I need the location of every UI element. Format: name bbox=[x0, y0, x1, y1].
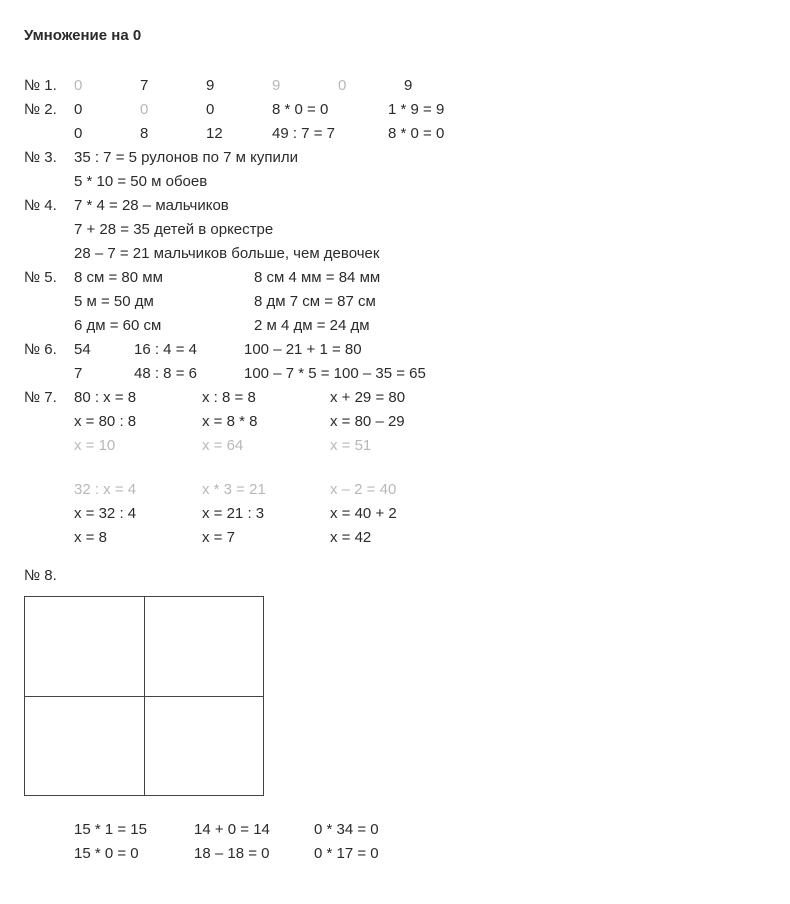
cell: x = 8 bbox=[74, 526, 202, 550]
cell: 2 м 4 дм = 24 дм bbox=[254, 314, 474, 338]
cell: x = 80 : 8 bbox=[74, 410, 202, 434]
item-2-row2: 081249 : 7 = 78 * 0 = 0 bbox=[74, 122, 504, 146]
cell: 7 bbox=[74, 362, 134, 386]
item-7-row: № 7.80 : x = 8x : 8 = 8x + 29 = 80 bbox=[24, 386, 766, 410]
cell: 9 bbox=[206, 74, 272, 98]
item-2-row1: 0008 * 0 = 01 * 9 = 9 bbox=[74, 98, 504, 122]
item-3-label: № 3. bbox=[24, 146, 74, 170]
square-horizontal-line bbox=[25, 696, 263, 697]
item-4-label: № 4. bbox=[24, 194, 74, 218]
item-7-label: № 7. bbox=[24, 386, 74, 410]
item-5-label: № 5. bbox=[24, 266, 74, 290]
item-1-cells: 079909 bbox=[74, 74, 470, 98]
item-6-row: 748 : 8 = 6100 – 7 * 5 = 100 – 35 = 65 bbox=[24, 362, 766, 386]
cell: 8 см 4 мм = 84 мм bbox=[254, 266, 474, 290]
cell: x = 40 + 2 bbox=[330, 502, 458, 526]
item-7-row: x = 10x = 64x = 51 bbox=[24, 434, 766, 458]
item-2-label: № 2. bbox=[24, 98, 74, 122]
cell: 9 bbox=[272, 74, 338, 98]
cell: x – 2 = 40 bbox=[330, 478, 458, 502]
cell: 18 – 18 = 0 bbox=[194, 842, 314, 866]
cell: x + 29 = 80 bbox=[330, 386, 458, 410]
cell: x = 42 bbox=[330, 526, 458, 550]
cell: 8 bbox=[140, 122, 206, 146]
cell: 15 * 1 = 15 bbox=[74, 818, 194, 842]
item-5-row: 6 дм = 60 см2 м 4 дм = 24 дм bbox=[24, 314, 766, 338]
cell: 15 * 0 = 0 bbox=[74, 842, 194, 866]
cell: 8 * 0 = 0 bbox=[388, 122, 504, 146]
item-5-row: 5 м = 50 дм8 дм 7 см = 87 см bbox=[24, 290, 766, 314]
item-5-row: № 5.8 см = 80 мм8 см 4 мм = 84 мм bbox=[24, 266, 766, 290]
item-4-line-2: 28 – 7 = 21 мальчиков больше, чем девоче… bbox=[74, 242, 379, 266]
cell: x : 8 = 8 bbox=[202, 386, 330, 410]
item-8-row: 15 * 1 = 1514 + 0 = 140 * 34 = 0 bbox=[74, 818, 766, 842]
cell: 0 bbox=[74, 122, 140, 146]
item-1-label: № 1. bbox=[24, 74, 74, 98]
cell: 7 bbox=[140, 74, 206, 98]
cell: 14 + 0 = 14 bbox=[194, 818, 314, 842]
cell: 32 : x = 4 bbox=[74, 478, 202, 502]
cell: x = 80 – 29 bbox=[330, 410, 458, 434]
cell: 0 bbox=[74, 98, 140, 122]
cell: x * 3 = 21 bbox=[202, 478, 330, 502]
cell: 8 дм 7 см = 87 см bbox=[254, 290, 474, 314]
item-8-row: 15 * 0 = 018 – 18 = 00 * 17 = 0 bbox=[74, 842, 766, 866]
item-2b: 081249 : 7 = 78 * 0 = 0 bbox=[24, 122, 766, 146]
item-4-line-1: 7 + 28 = 35 детей в оркестре bbox=[74, 218, 273, 242]
item-7-row: x = 80 : 8x = 8 * 8x = 80 – 29 bbox=[24, 410, 766, 434]
cell: 6 дм = 60 см bbox=[74, 314, 254, 338]
item-7-row: x = 32 : 4x = 21 : 3x = 40 + 2 bbox=[24, 502, 766, 526]
cell: 0 * 34 = 0 bbox=[314, 818, 434, 842]
item-6-label: № 6. bbox=[24, 338, 74, 362]
cell: x = 64 bbox=[202, 434, 330, 458]
page-title: Умножение на 0 bbox=[24, 24, 766, 48]
cell: 0 bbox=[338, 74, 404, 98]
cell: 100 – 7 * 5 = 100 – 35 = 65 bbox=[244, 362, 504, 386]
cell: x = 10 bbox=[74, 434, 202, 458]
item-8: № 8. bbox=[24, 564, 766, 588]
cell: 8 см = 80 мм bbox=[74, 266, 254, 290]
cell: 54 bbox=[74, 338, 134, 362]
cell: 100 – 21 + 1 = 80 bbox=[244, 338, 504, 362]
cell: x = 51 bbox=[330, 434, 458, 458]
cell: 8 * 0 = 0 bbox=[272, 98, 388, 122]
cell: x = 7 bbox=[202, 526, 330, 550]
cell: 0 bbox=[140, 98, 206, 122]
cell: 49 : 7 = 7 bbox=[272, 122, 388, 146]
item-3: № 3. 35 : 7 = 5 рулонов по 7 м купили bbox=[24, 146, 766, 170]
cell: 80 : x = 8 bbox=[74, 386, 202, 410]
item-7-row: 32 : x = 4x * 3 = 21x – 2 = 40 bbox=[24, 478, 766, 502]
item-3-line-0: 35 : 7 = 5 рулонов по 7 м купили bbox=[74, 146, 298, 170]
item-8-label: № 8. bbox=[24, 564, 57, 588]
cell: x = 21 : 3 bbox=[202, 502, 330, 526]
item-4: № 4. 7 * 4 = 28 – мальчиков bbox=[24, 194, 766, 218]
cell: 5 м = 50 дм bbox=[74, 290, 254, 314]
item-1: № 1. 079909 bbox=[24, 74, 766, 98]
item-2: № 2. 0008 * 0 = 01 * 9 = 9 bbox=[24, 98, 766, 122]
cell: 0 bbox=[74, 74, 140, 98]
cell: 9 bbox=[404, 74, 470, 98]
cell: x = 8 * 8 bbox=[202, 410, 330, 434]
item-7-row: x = 8x = 7x = 42 bbox=[24, 526, 766, 550]
item-6-row: № 6.5416 : 4 = 4100 – 21 + 1 = 80 bbox=[24, 338, 766, 362]
cell: 12 bbox=[206, 122, 272, 146]
item-3-line-1: 5 * 10 = 50 м обоев bbox=[74, 170, 207, 194]
cell: x = 32 : 4 bbox=[74, 502, 202, 526]
item-4-line-0: 7 * 4 = 28 – мальчиков bbox=[74, 194, 229, 218]
cell: 1 * 9 = 9 bbox=[388, 98, 504, 122]
item-8-square-diagram bbox=[24, 596, 264, 796]
cell: 0 bbox=[206, 98, 272, 122]
cell: 16 : 4 = 4 bbox=[134, 338, 244, 362]
cell: 48 : 8 = 6 bbox=[134, 362, 244, 386]
cell: 0 * 17 = 0 bbox=[314, 842, 434, 866]
